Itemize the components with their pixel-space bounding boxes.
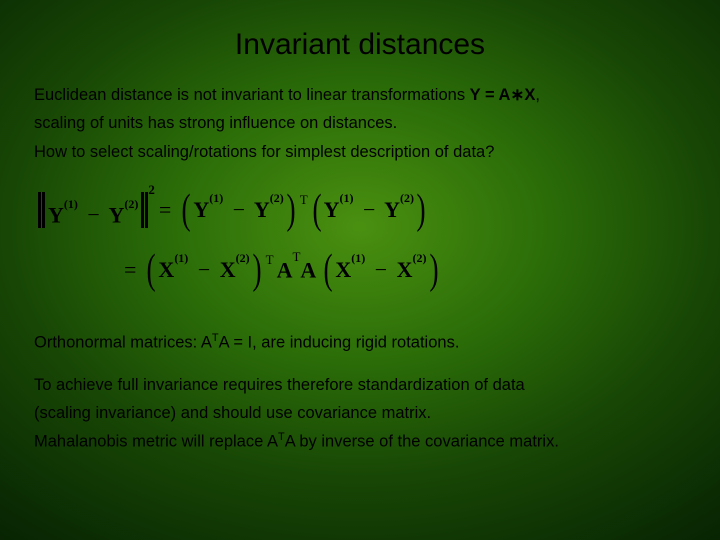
eq-X2a: X [220,257,236,282]
intro-1star: ∗ [510,86,524,104]
ortho-b: A [201,333,212,351]
eq-minus5: − [375,257,387,282]
rparen-4: ) [429,252,438,288]
lparen-1: ( [182,192,191,228]
intro-1a: Euclidean distance is not invariant to l… [34,86,470,104]
closing-3d: by inverse of the covariance matrix. [295,433,559,451]
eq-X2b: X [397,257,413,282]
paren-4: ( X(1) − X(2) ) [319,252,442,288]
intro-1c: X [524,86,535,104]
eq-sup1a: (1) [64,197,78,211]
eq-eq1: = [159,197,171,223]
eq-AT: T [292,249,300,264]
ortho-d: , are inducing rigid rotations. [252,333,459,351]
eq-xsup1b: (1) [351,251,365,265]
closing-3b: A [267,433,278,451]
eq-T1: T [300,192,308,208]
closing-3supT: T [278,431,285,443]
eq-sup2b: (2) [270,191,284,205]
slide: Invariant distances Euclidean distance i… [0,0,720,540]
rparen-1: ) [286,192,295,228]
intro-1b: Y = A [470,86,511,104]
eq-sup1b: (1) [209,191,223,205]
paren-3: ( X(1) − X(2) ) [142,252,265,288]
eq-Y1c: Y [324,197,340,222]
paren-1: ( Y(1) − Y(2) ) [177,192,299,228]
eq-sup2c: (2) [400,191,414,205]
eq-X1a: X [158,257,174,282]
closing-3c: A [285,433,295,451]
intro-1d: , [535,86,540,104]
closing-3a: Mahalanobis metric will replace [34,433,267,451]
eq-sup1c: (1) [340,191,354,205]
eq-Y1b: Y [193,197,209,222]
closing-line-2: (scaling invariance) and should use cova… [34,402,686,424]
eq-T2: T [266,252,274,268]
eq-minus4: − [198,257,210,282]
equation-line-1: Y(1) − Y(2) 2 = ( Y(1) − Y(2) ) T ( Y(1) [40,187,686,233]
eq-sup2a: (2) [124,197,138,211]
ortho-supT: T [212,332,219,344]
eq-minus3: − [363,197,375,222]
closing-line-1: To achieve full invariance requires ther… [34,374,686,396]
eq-Y2a: Y [109,202,125,227]
lparen-4: ( [324,252,333,288]
rparen-3: ) [252,252,261,288]
eq-Y1a: Y [48,202,64,227]
lparen-3: ( [147,252,156,288]
lparen-2: ( [312,192,321,228]
ortho-c: A = I [219,333,252,351]
eq-exp2: 2 [148,182,155,198]
eq-minus1: − [87,202,99,227]
closing-line-3: Mahalanobis metric will replace ATA by i… [34,430,686,453]
slide-title: Invariant distances [34,28,686,62]
eq-xsup2a: (2) [236,251,250,265]
eq-A2: A [300,257,316,282]
intro-line-3: How to select scaling/rotations for simp… [34,141,686,163]
paren-2: ( Y(1) − Y(2) ) [308,192,430,228]
eq-xsup2b: (2) [413,251,427,265]
intro-line-2: scaling of units has strong influence on… [34,112,686,134]
eq-xsup1a: (1) [174,251,188,265]
equation-line-2: = ( X(1) − X(2) ) T ATA ( X(1) − X(2) [118,247,686,293]
ortho-a: Orthonormal matrices: [34,333,201,351]
equation-block: Y(1) − Y(2) 2 = ( Y(1) − Y(2) ) T ( Y(1) [40,187,686,307]
eq-X1b: X [335,257,351,282]
rparen-2: ) [416,192,425,228]
gap [34,360,686,374]
eq-A1: A [277,257,293,282]
eq-Y2b: Y [254,197,270,222]
orthonormal-line: Orthonormal matrices: ATA = I, are induc… [34,331,686,354]
intro-line-1: Euclidean distance is not invariant to l… [34,84,686,106]
eq-eq2: = [124,257,136,283]
eq-minus2: − [233,197,245,222]
norm-open: Y(1) − Y(2) [42,192,144,228]
eq-Y2c: Y [384,197,400,222]
